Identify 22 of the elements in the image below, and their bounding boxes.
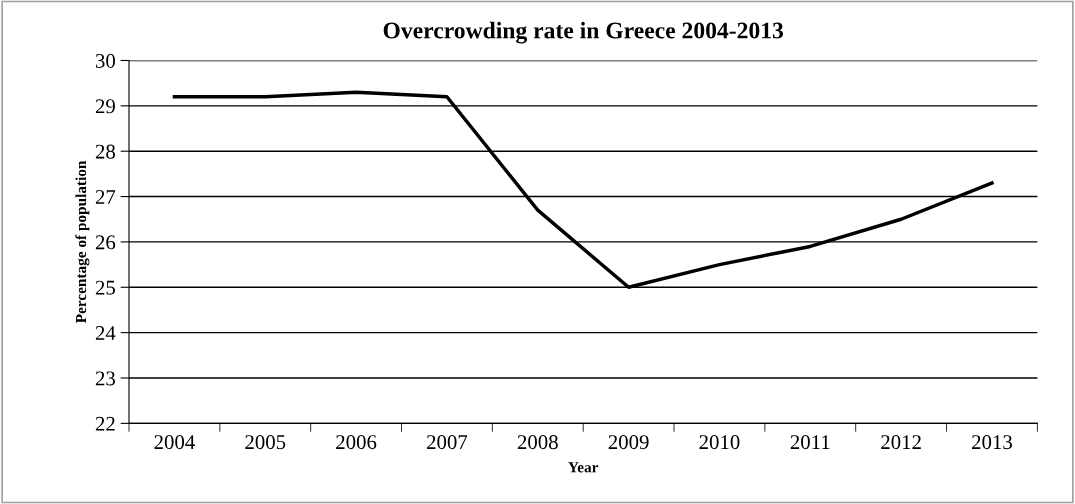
x-tick-label: 2005 xyxy=(245,435,286,450)
y-tick-label: 23 xyxy=(95,371,115,386)
y-axis-title: Percentage of population xyxy=(75,160,90,323)
x-tick-label: 2007 xyxy=(427,435,468,450)
x-tick-label: 2006 xyxy=(336,435,377,450)
y-tick-label: 26 xyxy=(95,235,116,250)
y-tick-label: 27 xyxy=(95,189,116,204)
y-tick-label: 28 xyxy=(95,144,116,159)
y-tick-label: 24 xyxy=(95,326,116,340)
x-tick-label: 2008 xyxy=(517,435,558,450)
chart-title: Overcrowding rate in Greece 2004-2013 xyxy=(383,21,784,44)
x-tick-label: 2012 xyxy=(881,435,921,450)
y-tick-label: 29 xyxy=(95,99,115,114)
x-tick-label: 2010 xyxy=(699,435,740,450)
x-tick-label: 2011 xyxy=(790,435,830,450)
y-tick-label: 22 xyxy=(95,416,115,431)
x-tick-label: 2004 xyxy=(154,435,195,450)
x-axis-title: Year xyxy=(568,462,599,473)
y-tick-label: 30 xyxy=(95,53,116,68)
x-tick-label: 2009 xyxy=(608,435,649,450)
y-tick-label: 25 xyxy=(95,280,115,295)
x-tick-label: 2013 xyxy=(972,435,1012,450)
